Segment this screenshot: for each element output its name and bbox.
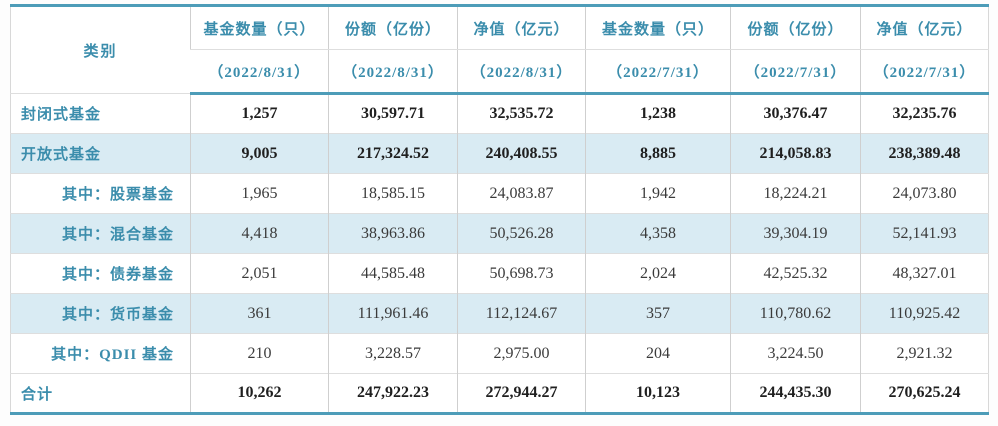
category-cell: 其中：QDII 基金 [51, 347, 174, 363]
column-header-shares-aug: 份额（亿份） [328, 5, 458, 50]
table-row-total: 合计 10,262 247,922.23 272,944.27 10,123 2… [10, 373, 989, 414]
value-cell: 24,073.80 [860, 173, 989, 214]
column-header-nav-jul: 净值（亿元） [860, 5, 989, 50]
column-header-shares-jul: 份额（亿份） [730, 5, 861, 50]
value-cell: 244,435.30 [730, 373, 861, 414]
header-row-metrics: 类别 基金数量（只） 份额（亿份） 净值（亿元） 基金数量（只） 份额（亿份） … [10, 5, 989, 94]
value-cell: 204 [585, 333, 731, 374]
value-cell: 111,961.46 [328, 293, 458, 334]
value-cell: 1,238 [585, 93, 731, 134]
value-cell: 42,525.32 [730, 253, 861, 294]
value-cell: 247,922.23 [328, 373, 458, 414]
category-cell: 其中：货币基金 [61, 307, 174, 323]
date-header-jul-2: （2022/7/31） [730, 49, 861, 95]
value-cell: 30,597.71 [328, 93, 458, 134]
category-cell: 合计 [21, 386, 54, 403]
category-cell: 其中：债券基金 [61, 267, 174, 283]
value-cell: 10,262 [190, 373, 329, 414]
date-header-jul-1: （2022/7/31） [585, 49, 731, 95]
value-cell: 4,358 [585, 213, 731, 254]
column-header-fund-count-aug: 基金数量（只） [190, 5, 329, 50]
value-cell: 50,526.28 [457, 213, 586, 254]
table-row-bond-funds: 其中：债券基金 2,051 44,585.48 50,698.73 2,024 … [10, 253, 989, 294]
table-body: 封闭式基金 1,257 30,597.71 32,535.72 1,238 30… [10, 93, 989, 414]
category-cell: 其中：股票基金 [61, 187, 174, 203]
value-cell: 112,124.67 [457, 293, 586, 334]
value-cell: 44,585.48 [328, 253, 458, 294]
value-cell: 8,885 [585, 133, 731, 174]
value-cell: 24,083.87 [457, 173, 586, 214]
value-cell: 50,698.73 [457, 253, 586, 294]
table-row-qdii-funds: 其中：QDII 基金 210 3,228.57 2,975.00 204 3,2… [10, 333, 989, 374]
value-cell: 39,304.19 [730, 213, 861, 254]
value-cell: 110,925.42 [860, 293, 989, 334]
fund-statistics-table: 类别 基金数量（只） 份额（亿份） 净值（亿元） 基金数量（只） 份额（亿份） … [10, 4, 989, 415]
date-header-jul-3: （2022/7/31） [860, 49, 989, 95]
value-cell: 48,327.01 [860, 253, 989, 294]
value-cell: 3,228.57 [328, 333, 458, 374]
value-cell: 270,625.24 [860, 373, 989, 414]
fund-statistics-table-wrap: 类别 基金数量（只） 份额（亿份） 净值（亿元） 基金数量（只） 份额（亿份） … [10, 4, 989, 415]
value-cell: 2,024 [585, 253, 731, 294]
table-row-closed-end-funds: 封闭式基金 1,257 30,597.71 32,535.72 1,238 30… [11, 93, 989, 134]
table-row-equity-funds: 其中：股票基金 1,965 18,585.15 24,083.87 1,942 … [10, 173, 989, 214]
value-cell: 9,005 [190, 133, 329, 174]
column-header-nav-aug: 净值（亿元） [457, 5, 586, 50]
header-row-dates: （2022/8/31） （2022/8/31） （2022/8/31） （202… [11, 49, 989, 95]
column-header-fund-count-jul: 基金数量（只） [585, 5, 731, 50]
value-cell: 3,224.50 [730, 333, 861, 374]
value-cell: 2,921.32 [860, 333, 989, 374]
value-cell: 38,963.86 [328, 213, 458, 254]
category-column-header: 类别 [10, 5, 191, 94]
value-cell: 1,965 [190, 173, 329, 214]
value-cell: 361 [190, 293, 329, 334]
value-cell: 18,585.15 [328, 173, 458, 214]
value-cell: 2,975.00 [457, 333, 586, 374]
date-header-aug-2: （2022/8/31） [328, 49, 458, 95]
value-cell: 52,141.93 [860, 213, 989, 254]
date-header-aug-3: （2022/8/31） [457, 49, 586, 95]
value-cell: 18,224.21 [730, 173, 861, 214]
table-header: 类别 基金数量（只） 份额（亿份） 净值（亿元） 基金数量（只） 份额（亿份） … [10, 5, 989, 95]
value-cell: 217,324.52 [328, 133, 458, 174]
value-cell: 110,780.62 [730, 293, 861, 334]
value-cell: 2,051 [190, 253, 329, 294]
value-cell: 238,389.48 [860, 133, 989, 174]
value-cell: 1,257 [190, 93, 329, 134]
table-row-hybrid-funds: 其中：混合基金 4,418 38,963.86 50,526.28 4,358 … [10, 213, 989, 254]
value-cell: 272,944.27 [457, 373, 586, 414]
value-cell: 1,942 [585, 173, 731, 214]
category-cell: 封闭式基金 [21, 107, 102, 123]
date-header-aug-1: （2022/8/31） [190, 49, 329, 95]
value-cell: 10,123 [585, 373, 731, 414]
value-cell: 4,418 [190, 213, 329, 254]
value-cell: 30,376.47 [730, 93, 861, 134]
value-cell: 357 [585, 293, 731, 334]
table-row-money-market-funds: 其中：货币基金 361 111,961.46 112,124.67 357 11… [10, 293, 989, 334]
value-cell: 214,058.83 [730, 133, 861, 174]
value-cell: 32,235.76 [860, 93, 989, 134]
value-cell: 240,408.55 [457, 133, 586, 174]
value-cell: 32,535.72 [457, 93, 586, 134]
category-cell: 开放式基金 [21, 147, 102, 163]
table-row-open-end-funds: 开放式基金 9,005 217,324.52 240,408.55 8,885 … [10, 133, 989, 174]
category-cell: 其中：混合基金 [61, 227, 174, 243]
value-cell: 210 [190, 333, 329, 374]
